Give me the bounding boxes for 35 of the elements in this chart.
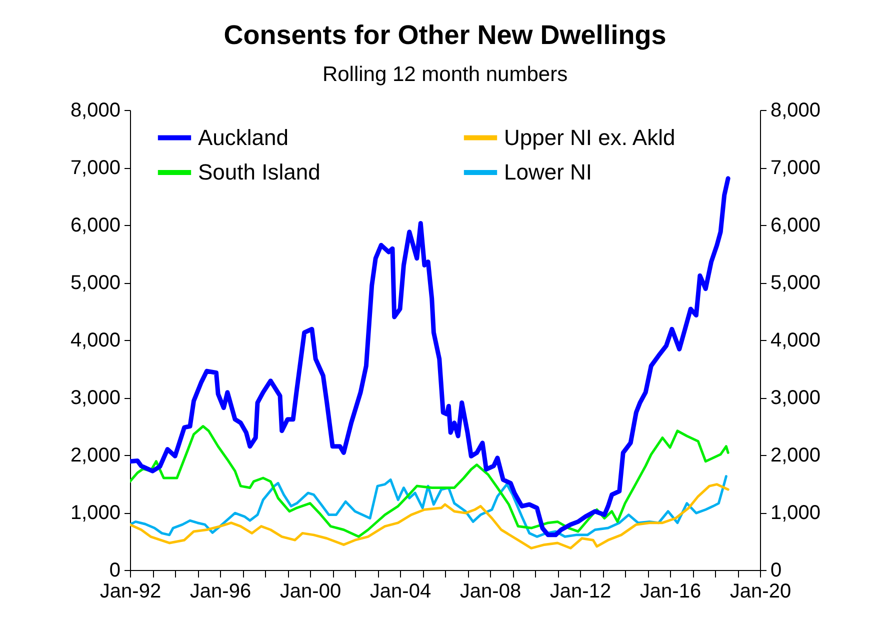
x-tick-label: Jan-92 <box>100 580 162 602</box>
x-tick-label: Jan-12 <box>550 580 612 602</box>
x-tick-label: Jan-00 <box>280 580 342 602</box>
legend-label: Upper NI ex. Akld <box>504 124 676 150</box>
line-series <box>130 475 728 538</box>
y-tick-label: 0 <box>109 560 120 582</box>
x-tick-label: Jan-96 <box>190 580 252 602</box>
legend-label: South Island <box>198 160 320 184</box>
chart-title: Consents for Other New Dwellings <box>224 20 666 50</box>
legend-label: Auckland <box>198 124 289 150</box>
y2-tick-label: 8,000 <box>770 100 821 122</box>
y2-tick-label: 6,000 <box>770 214 821 236</box>
y2-tick-label: 1,000 <box>770 502 821 524</box>
y2-tick-label: 5,000 <box>770 272 821 294</box>
y-tick-label: 4,000 <box>70 330 120 352</box>
x-tick-label: Jan-08 <box>460 580 522 602</box>
y2-tick-label: 3,000 <box>770 387 821 409</box>
y2-tick-label: 7,000 <box>770 157 821 179</box>
x-tick-label: Jan-16 <box>640 580 702 602</box>
legend-label: Lower NI <box>504 160 592 184</box>
y-tick-label: 5,000 <box>70 272 120 294</box>
y-tick-label: 8,000 <box>70 100 120 122</box>
y2-tick-label: 2,000 <box>770 444 821 466</box>
chart-subtitle: Rolling 12 month numbers <box>322 63 568 86</box>
y-tick-label: 2,000 <box>70 444 120 466</box>
x-tick-label: Jan-04 <box>370 580 432 602</box>
y2-tick-label: 0 <box>770 560 782 582</box>
x-tick-label: Jan-20 <box>730 580 792 602</box>
y-tick-label: 3,000 <box>70 387 120 409</box>
line-series <box>130 483 730 550</box>
y-tick-label: 6,000 <box>70 214 120 236</box>
y2-tick-label: 4,000 <box>770 330 821 352</box>
y-tick-label: 1,000 <box>70 502 120 524</box>
line-series <box>130 425 730 538</box>
y-tick-label: 7,000 <box>70 157 120 179</box>
